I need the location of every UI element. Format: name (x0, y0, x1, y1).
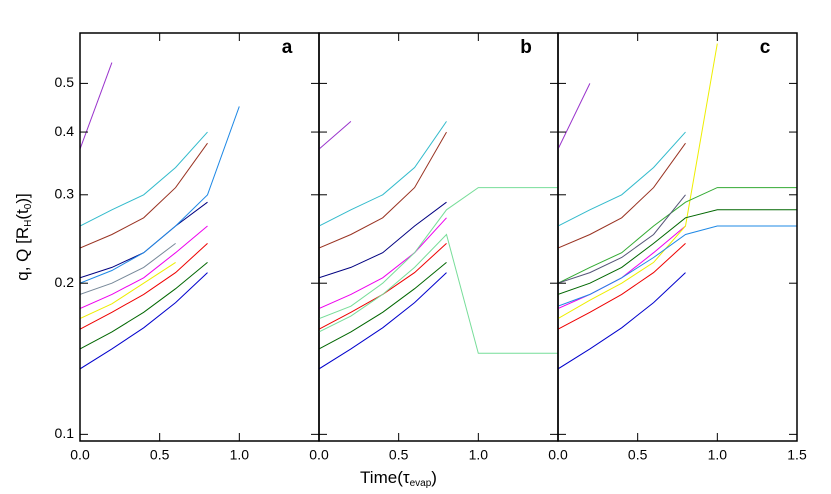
y-axis-label-part: H (23, 220, 34, 227)
frame (318, 32, 559, 442)
y-tick-label: 0.2 (55, 274, 75, 290)
x-tick-label: 0.0 (70, 447, 90, 463)
series-line (319, 217, 447, 310)
x-axis-label: Time(τevap) (360, 468, 437, 488)
plot-area (558, 43, 797, 370)
series-line (80, 262, 208, 350)
series-line (319, 121, 447, 227)
x-tick-label: 1.5 (787, 447, 807, 463)
y-axis-label-part: )] (13, 193, 32, 203)
panel-label: a (282, 37, 293, 58)
x-tick-label: 1.0 (469, 447, 489, 463)
x-tick-label: 1.0 (708, 447, 728, 463)
y-tick-label: 0.3 (55, 185, 75, 201)
x-tick-label: 0.5 (150, 447, 170, 463)
panel-label: b (520, 37, 532, 58)
series-line (80, 272, 208, 370)
series-line (80, 243, 176, 295)
series-line (80, 261, 176, 320)
series-line (558, 131, 686, 227)
plot-area (80, 62, 240, 370)
series-line (319, 131, 447, 249)
series-line (558, 83, 591, 150)
y-tick-label: 0.4 (55, 123, 75, 139)
y-axis-label: q, Q [RH(t0)] (13, 193, 33, 280)
series-line (319, 262, 447, 350)
series-line (558, 272, 686, 370)
series-line (319, 243, 447, 330)
y-axis-label-part: (t (13, 209, 32, 220)
x-tick-label: 0.0 (309, 447, 329, 463)
series-line (558, 225, 797, 307)
x-axis-label-part: ) (431, 468, 437, 487)
frame (79, 32, 320, 442)
panel-label: c (760, 37, 771, 58)
plot-area (319, 121, 558, 370)
series-line (558, 209, 797, 295)
series-line (319, 201, 447, 279)
y-axis-label-part: q, Q [R (13, 227, 32, 281)
series-line (80, 131, 208, 227)
series-line (558, 194, 686, 284)
series-line (558, 43, 718, 320)
x-axis-label-part: Time(τ (360, 468, 410, 487)
series-line (319, 121, 352, 150)
series-line (319, 272, 447, 370)
series-line (80, 142, 208, 249)
series-line (80, 225, 208, 310)
series-line (80, 243, 208, 330)
series-line (80, 62, 113, 150)
series-line (558, 243, 686, 330)
x-tick-label: 0.5 (389, 447, 409, 463)
x-axis-label-part: evap (410, 478, 432, 489)
x-tick-label: 1.0 (230, 447, 250, 463)
x-tick-label: 0.0 (548, 447, 568, 463)
series-line (558, 142, 686, 249)
y-tick-label: 0.5 (55, 74, 75, 90)
series-line (80, 106, 240, 284)
x-tick-label: 0.5 (628, 447, 648, 463)
series-line (319, 187, 558, 320)
y-axis-label-part: 0 (23, 203, 34, 209)
frame (557, 32, 798, 442)
y-tick-label: 0.1 (55, 425, 75, 441)
series-line (319, 233, 558, 354)
